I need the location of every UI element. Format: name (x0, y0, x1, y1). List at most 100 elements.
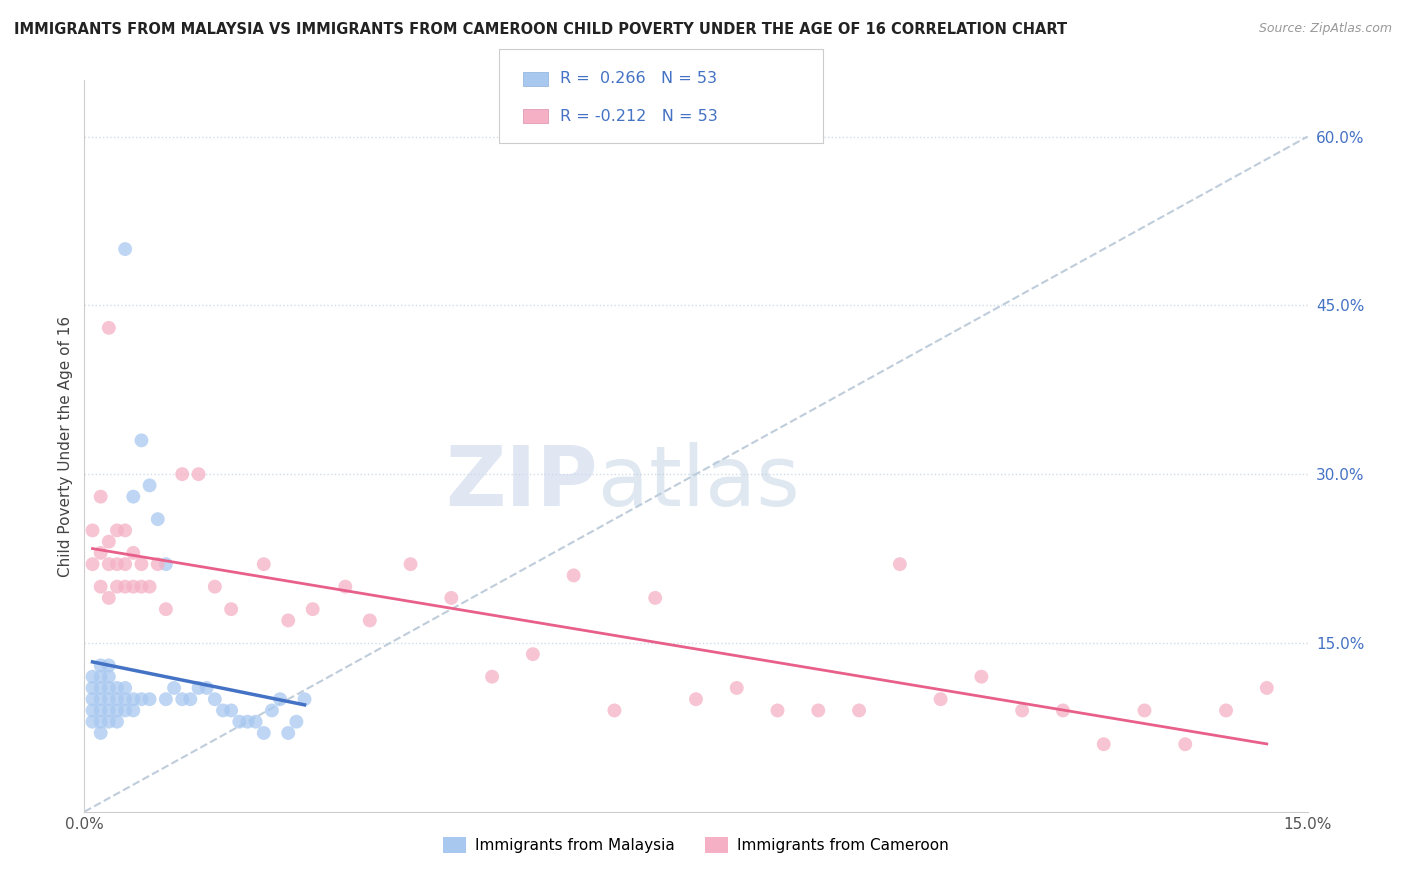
Point (90, 726, 112, 740)
Point (195, 681, 218, 695)
Point (807, 703, 830, 717)
Point (105, 557, 128, 571)
Point (285, 714, 308, 729)
Point (90, 681, 112, 695)
Point (90, 658, 112, 673)
Point (228, 714, 250, 729)
Point (97, 557, 120, 571)
FancyBboxPatch shape (499, 49, 823, 143)
Text: R =  0.266   N = 53: R = 0.266 N = 53 (560, 71, 717, 87)
Point (97, 692, 120, 706)
Point (889, 557, 911, 571)
Point (114, 580, 136, 594)
Point (97, 714, 120, 729)
Point (122, 546, 145, 560)
Point (1215, 703, 1237, 717)
Point (105, 714, 128, 729)
Point (138, 580, 160, 594)
Point (204, 692, 226, 706)
Point (90, 546, 112, 560)
Point (97, 658, 120, 673)
Point (105, 692, 128, 706)
Point (131, 557, 153, 571)
Point (172, 467, 194, 482)
Point (1092, 737, 1115, 751)
Point (269, 692, 291, 706)
Point (90, 670, 112, 684)
Point (1174, 737, 1197, 751)
Point (179, 692, 201, 706)
Point (114, 242, 136, 256)
Point (522, 647, 544, 661)
Point (481, 670, 503, 684)
Legend: Immigrants from Malaysia, Immigrants from Cameroon: Immigrants from Malaysia, Immigrants fro… (437, 830, 955, 859)
Point (1256, 681, 1278, 695)
Point (114, 524, 136, 538)
Point (155, 692, 177, 706)
Point (848, 703, 870, 717)
Point (105, 580, 128, 594)
Y-axis label: Child Poverty Under the Age of 16: Child Poverty Under the Age of 16 (58, 316, 73, 576)
Point (301, 602, 323, 616)
Point (131, 580, 153, 594)
Point (155, 602, 177, 616)
Point (335, 580, 357, 594)
Point (1011, 703, 1033, 717)
Point (253, 726, 276, 740)
Point (82, 681, 104, 695)
Text: ZIP: ZIP (446, 442, 598, 523)
Point (131, 434, 153, 448)
Point (970, 670, 993, 684)
Point (219, 703, 242, 717)
Point (97, 681, 120, 695)
Point (114, 557, 136, 571)
Point (114, 692, 136, 706)
Point (766, 703, 789, 717)
Point (929, 692, 952, 706)
Point (122, 490, 145, 504)
Point (105, 524, 128, 538)
Point (146, 512, 169, 526)
Point (1052, 703, 1074, 717)
Point (163, 681, 186, 695)
Point (114, 703, 136, 717)
Point (146, 557, 169, 571)
Point (90, 490, 112, 504)
Point (97, 591, 120, 605)
Point (172, 692, 194, 706)
Text: IMMIGRANTS FROM MALAYSIA VS IMMIGRANTS FROM CAMEROON CHILD POVERTY UNDER THE AGE: IMMIGRANTS FROM MALAYSIA VS IMMIGRANTS F… (14, 22, 1067, 37)
Point (82, 524, 104, 538)
Point (114, 681, 136, 695)
Point (359, 614, 381, 628)
Point (187, 681, 209, 695)
Point (82, 703, 104, 717)
Point (219, 602, 242, 616)
Point (399, 557, 422, 571)
Point (1133, 703, 1156, 717)
Point (603, 703, 626, 717)
Point (260, 703, 283, 717)
FancyBboxPatch shape (523, 72, 548, 86)
Point (294, 692, 316, 706)
Point (440, 591, 463, 605)
Point (97, 670, 120, 684)
Point (212, 703, 235, 717)
Point (644, 591, 666, 605)
Point (90, 580, 112, 594)
Point (97, 321, 120, 335)
Point (204, 580, 226, 594)
Point (725, 681, 748, 695)
Text: atlas: atlas (598, 442, 800, 523)
Point (82, 557, 104, 571)
Point (90, 714, 112, 729)
Text: Source: ZipAtlas.com: Source: ZipAtlas.com (1258, 22, 1392, 36)
Point (131, 692, 153, 706)
Point (90, 703, 112, 717)
Point (138, 692, 160, 706)
Point (277, 726, 299, 740)
Text: R = -0.212   N = 53: R = -0.212 N = 53 (560, 109, 717, 124)
Point (105, 681, 128, 695)
Point (245, 714, 267, 729)
Point (105, 703, 128, 717)
Point (90, 692, 112, 706)
